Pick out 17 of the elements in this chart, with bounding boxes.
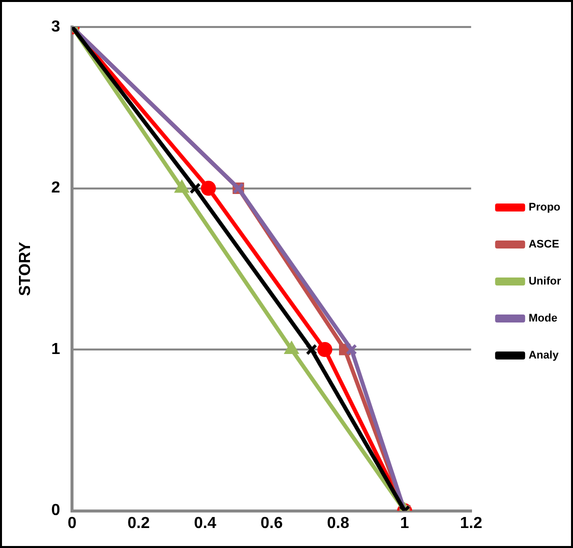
legend-label: ASCE bbox=[528, 238, 560, 251]
x-tick-label: 1 bbox=[400, 514, 410, 532]
legend-label: Unifor bbox=[528, 276, 562, 288]
x-tick-label: 0.4 bbox=[194, 514, 216, 532]
x-tick-label: 0.6 bbox=[260, 514, 283, 532]
y-tick-label: 0 bbox=[51, 502, 60, 520]
legend-label: Mode bbox=[528, 312, 558, 325]
y-axis-title: STORY bbox=[17, 241, 34, 296]
legend-label: Analy bbox=[528, 350, 560, 362]
y-tick-label: 1 bbox=[51, 340, 60, 358]
x-tick-label: 0.2 bbox=[127, 514, 150, 532]
y-tick-label: 3 bbox=[51, 18, 60, 36]
x-tick-label: 0.8 bbox=[326, 514, 350, 532]
y-tick-label: 2 bbox=[51, 180, 60, 197]
legend-label: Propo bbox=[528, 202, 561, 214]
x-tick-label: 1.2 bbox=[460, 514, 482, 532]
x-tick-label: 0 bbox=[68, 514, 77, 532]
